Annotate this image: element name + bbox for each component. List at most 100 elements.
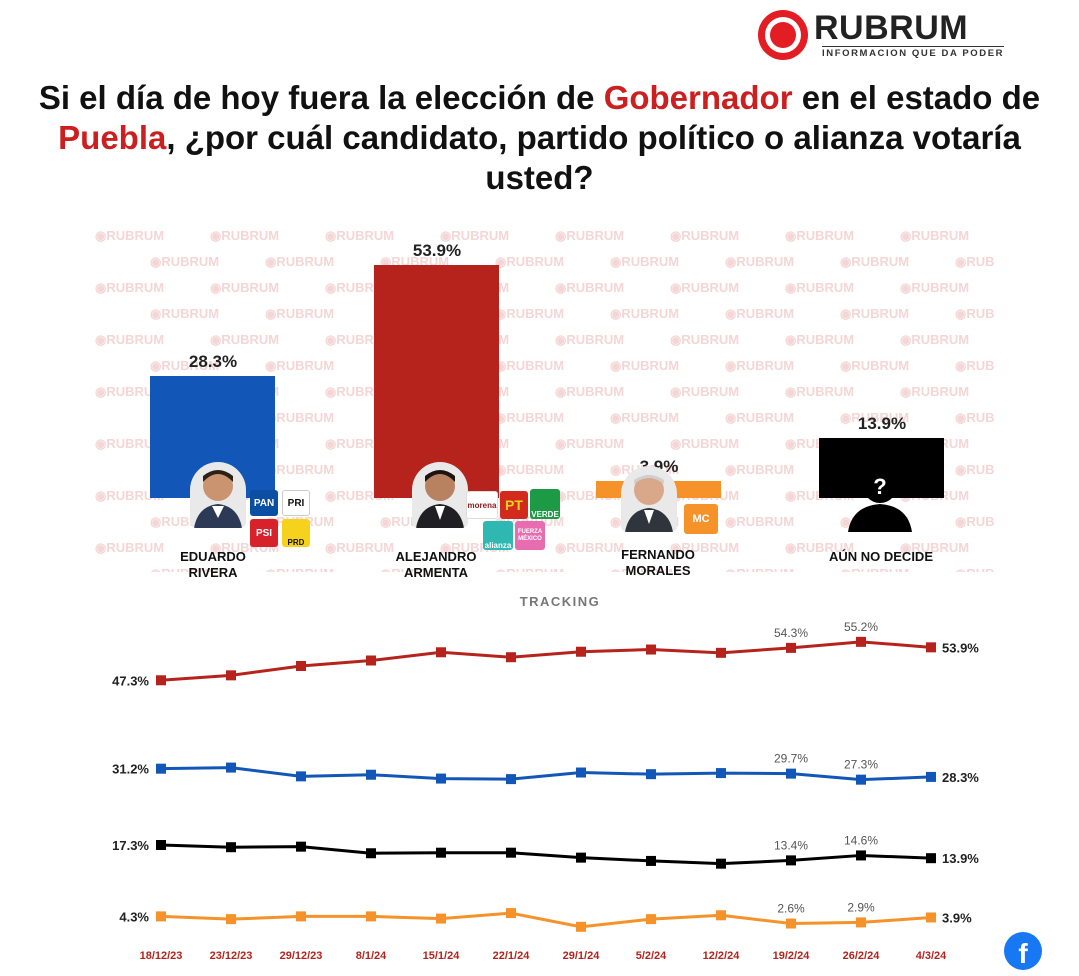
watermark-text: ◉RUBRUM [210,280,280,295]
watermark-text: ◉RUBRUM [725,358,795,373]
watermark-text: ◉RUBRUM [495,566,564,572]
x-tick-label: 5/2/24 [636,950,667,962]
series-line [160,911,932,929]
series-marker [576,921,586,932]
series-marker [716,647,726,658]
watermark-text: ◉RUBRUM [670,228,740,243]
watermark-text: ◉RUBRUM [955,410,995,425]
series-marker [646,644,656,655]
watermark-text: ◉RUBRUM [610,358,680,373]
party-logo-fuerza-mexico: FUERZA MÉXICO [515,521,545,550]
question-text-3: , ¿por cuál candidato, partido político … [166,119,1021,196]
watermark-text: ◉RUBRUM [95,540,165,555]
data-label: 27.3% [844,758,878,772]
data-label: 55.2% [844,620,878,634]
watermark-text: ◉RUBRUM [725,254,795,269]
watermark-text: ◉RUBRUM [725,566,794,572]
tracking-line-chart: 47.3% 54.3% 55.2% 53.9% 31.2% 29.7% 27.3% 28.3%… [112,620,979,962]
candidate-photo [621,466,677,532]
series-marker [436,847,446,858]
watermark-text: ◉RUBRUM [900,280,970,295]
watermark-text: ◉RUBRUM [325,540,395,555]
x-tick-label: 26/2/24 [843,950,881,962]
watermark-text: ◉RUBRUM [725,514,795,529]
party-logo-morena: morena [466,491,498,519]
candidate-photo [190,462,246,528]
series-marker [156,675,166,686]
series-marker [436,913,446,924]
candidate-name-line: AÚN NO DECIDE [828,549,933,564]
series-marker [506,908,516,919]
party-logo-pan: PAN [250,490,278,516]
candidate-name-line: EDUARDO [180,549,246,564]
series-marker [226,914,236,925]
watermark-text: ◉RUBRUM [95,332,165,347]
data-label: 2.6% [777,902,805,916]
watermark-text: ◉RUBRUM [670,384,740,399]
watermark-text: ◉RUBRUM [840,566,909,572]
x-tick-label: 29/1/24 [563,950,601,962]
bar-alejandro-armenta [374,265,499,498]
party-logo-pt: PT [500,491,528,519]
party-logo-movimiento-ciudadano: MC [684,504,718,534]
candidate-name-eduardo-rivera: EDUARDO RIVERA [133,549,293,581]
series-marker [366,655,376,666]
watermark-text: ◉RUBRUM [265,462,335,477]
series-line [160,843,932,866]
data-label: 53.9% [942,640,979,655]
facebook-icon[interactable]: f [1004,932,1042,970]
question-text-1: Si el día de hoy fuera la elección de [38,79,604,116]
watermark-text: ◉RUBRUM [900,384,970,399]
watermark-text: ◉RUBRUM [150,358,220,373]
watermark-text: ◉RUBRUM [785,280,855,295]
watermark-text: ◉RUBRUM [555,436,625,451]
watermark-text: ◉RUBRUM [955,358,995,373]
series-marker [296,841,306,852]
watermark-text: ◉RUBRUM [555,540,625,555]
series-marker [506,847,516,858]
watermark-text: ◉RUBRUM [955,306,995,321]
series-marker [646,914,656,925]
series-marker [436,647,446,658]
series-marker [576,767,586,778]
unknown-person-icon: ? [848,469,912,532]
series-marker [156,911,166,922]
party-logo-psi: PSI [250,519,278,547]
watermark-text: ◉RUBRUM [670,332,740,347]
series-line [160,640,932,682]
series-marker [296,911,306,922]
candidate-name-alejandro-armenta: ALEJANDRO ARMENTA [356,549,516,581]
x-tick-label: 29/12/23 [280,950,323,962]
bar-value-label: 28.3% [188,351,238,371]
x-tick-label: 15/1/24 [423,950,461,962]
series-marker [646,769,656,780]
watermark-text: ◉RUBRUM [95,280,165,295]
x-tick-label: 8/1/24 [356,950,387,962]
logo-tagline: INFORMACION QUE DA PODER [822,46,1005,59]
series-marker [716,910,726,921]
series-marker [856,636,866,647]
series-marker [856,917,866,928]
watermark-text: ◉RUBRUM [495,254,565,269]
data-label: 17.3% [112,838,149,853]
watermark-text: ◉RUBRUM [785,228,855,243]
series-marker [786,642,796,653]
series-marker [506,652,516,663]
watermark-text: ◉RUBRUM [495,462,565,477]
data-label: 13.4% [774,838,808,852]
watermark-text: ◉RUBRUM [955,254,995,269]
watermark-text: ◉RUBRUM [670,280,740,295]
watermark-text: ◉RUBRUM [495,306,565,321]
watermark-text: ◉RUBRUM [495,358,565,373]
bar-chart: 28.3% 53.9% 3.9% 13.9% ? PAN PRI PSI PRD… [133,241,944,581]
candidate-name-line: ARMENTA [403,565,469,580]
question-highlight-puebla: Puebla [58,119,167,156]
series-marker [856,850,866,861]
series-marker [646,855,656,866]
watermark-text: ◉RUBRUM [840,410,910,425]
rubrum-logo: RUBRUM INFORMACION QUE DA PODER [756,6,1026,60]
series-marker [226,762,236,773]
party-logo-nueva-alianza: alianza [483,521,513,550]
series-marker [296,771,306,782]
watermark-text: ◉RUBRUM [955,566,995,572]
